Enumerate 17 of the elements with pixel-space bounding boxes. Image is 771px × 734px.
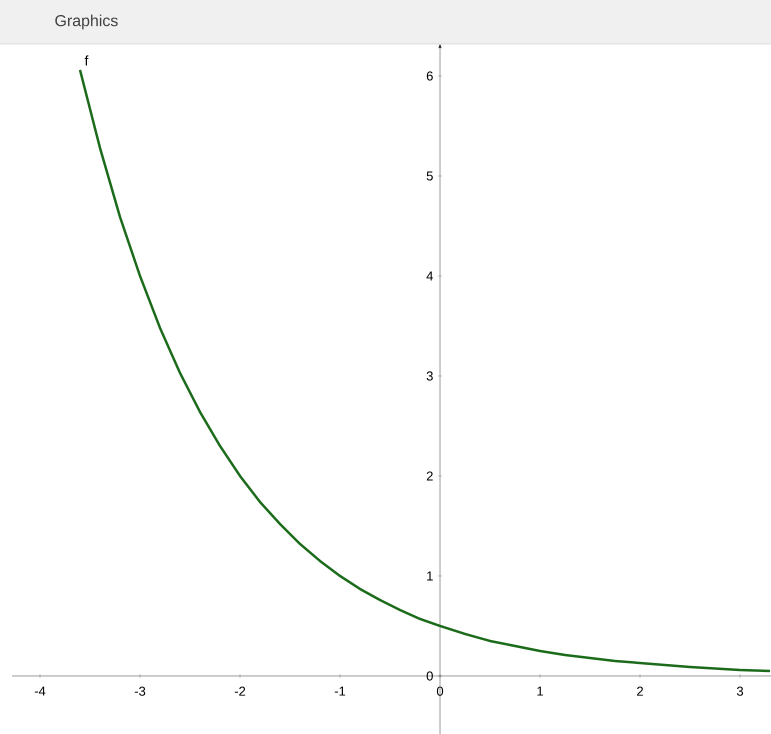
x-tick-label: -4	[34, 686, 46, 696]
series-label: f	[84, 55, 88, 66]
x-tick-label: 0	[436, 686, 444, 696]
x-tick-label: -3	[134, 686, 146, 696]
y-tick-label: 4	[426, 272, 433, 280]
x-tick-label: -2	[234, 686, 246, 696]
chart-title: Graphics	[55, 14, 118, 30]
x-tick-label: -1	[334, 686, 346, 696]
y-tick-label: 0	[426, 671, 433, 681]
y-tick-label: 2	[426, 471, 433, 481]
y-tick-label: 5	[426, 171, 433, 181]
x-tick-label: 1	[537, 686, 543, 696]
x-tick-label: 2	[637, 686, 643, 696]
y-tick-label: 3	[426, 371, 433, 381]
x-tick-label: 3	[736, 686, 744, 696]
y-tick-label: 6	[426, 71, 433, 81]
y-tick-label: 1	[427, 572, 433, 580]
